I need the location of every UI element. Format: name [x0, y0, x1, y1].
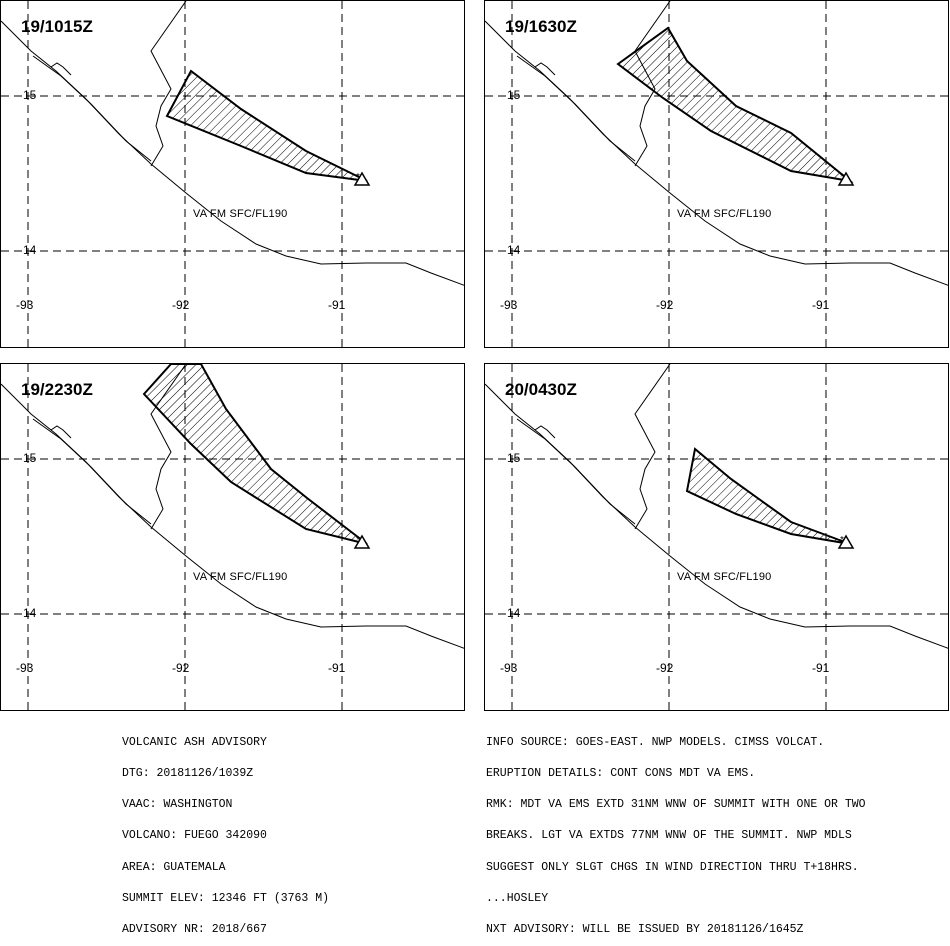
map-panel-1: * 19/1015Z VA FM SFC/FL190 15 14 -93 -92…	[0, 0, 465, 348]
advisory-line: VAAC: WASHINGTON	[122, 798, 233, 812]
lon-label-91: -91	[812, 661, 830, 675]
lon-label-93: -93	[16, 298, 34, 312]
map-graphic: *	[485, 1, 948, 347]
advisory-line: VOLCANO: FUEGO 342090	[122, 829, 267, 843]
map-graphic: *	[1, 364, 464, 710]
ash-cloud-area	[142, 364, 368, 545]
shore-detail	[50, 425, 72, 439]
volcano-marker: *	[356, 172, 360, 183]
coastline-shadow	[516, 418, 636, 525]
lon-label-91: -91	[812, 298, 830, 312]
map-graphic: *	[1, 1, 464, 347]
panel-time: 19/1015Z	[21, 17, 93, 36]
advisory-line: SUMMIT ELEV: 12346 FT (3763 M)	[122, 891, 330, 905]
volcano-triangle-icon	[353, 534, 371, 549]
coastline-shadow	[516, 55, 636, 162]
lon-label-92: -92	[656, 661, 674, 675]
advisory-line: VOLCANIC ASH ADVISORY	[122, 735, 267, 749]
shore-detail	[534, 62, 556, 76]
coastline	[485, 383, 948, 649]
advisory-line: SUGGEST ONLY SLGT CHGS IN WIND DIRECTION…	[486, 860, 859, 874]
shore-detail	[534, 425, 556, 439]
volcano-marker: *	[840, 535, 844, 546]
ash-level-label: VA FM SFC/FL190	[193, 208, 288, 220]
advisory-line: RMK: MDT VA EMS EXTD 31NM WNW OF SUMMIT …	[486, 798, 866, 812]
volcano-triangle-icon	[837, 171, 855, 186]
panel-time: 19/2230Z	[21, 380, 93, 399]
advisory-header-block: VOLCANIC ASH ADVISORY DTG: 20181126/1039…	[122, 717, 329, 946]
shore-detail	[50, 62, 72, 76]
advisory-line: DTG: 20181126/1039Z	[122, 767, 254, 781]
lon-label-92: -92	[172, 661, 190, 675]
advisory-line: BREAKS. LGT VA EXTDS 77NM WNW OF THE SUM…	[486, 829, 852, 843]
lon-label-91: -91	[328, 661, 346, 675]
map-panel-2: * 19/1630Z VA FM SFC/FL190 15 14 -93 -92…	[484, 0, 949, 348]
advisory-line: AREA: GUATEMALA	[122, 860, 226, 874]
ash-cloud-area	[616, 26, 854, 183]
coastline	[1, 20, 464, 286]
lat-label-15: 15	[23, 88, 37, 102]
volcano-triangle-icon	[353, 171, 371, 186]
coastline-shadow	[32, 55, 152, 162]
volcano-marker: *	[840, 172, 844, 183]
advisory-line: NXT ADVISORY: WILL BE ISSUED BY 20181126…	[486, 923, 804, 937]
panel-time: 20/0430Z	[505, 380, 577, 399]
country-border	[150, 1, 187, 167]
coastline	[485, 20, 948, 286]
map-panel-3: * 19/2230Z VA FM SFC/FL190 15 14 -93 -92…	[0, 363, 465, 711]
advisory-line: INFO SOURCE: GOES-EAST. NWP MODELS. CIMS…	[486, 735, 825, 749]
lat-label-14: 14	[507, 243, 521, 257]
lon-label-91: -91	[328, 298, 346, 312]
lat-label-15: 15	[507, 451, 521, 465]
ash-level-label: VA FM SFC/FL190	[677, 208, 772, 220]
ash-cloud-area	[685, 447, 851, 545]
ash-level-label: VA FM SFC/FL190	[193, 571, 288, 583]
advisory-line: ERUPTION DETAILS: CONT CONS MDT VA EMS.	[486, 767, 756, 781]
ash-level-label: VA FM SFC/FL190	[677, 571, 772, 583]
lat-label-15: 15	[507, 88, 521, 102]
country-border	[150, 364, 187, 530]
advisory-line: ADVISORY NR: 2018/667	[122, 923, 267, 937]
map-panel-4: * 20/0430Z VA FM SFC/FL190 15 14 -93 -92…	[484, 363, 949, 711]
lat-label-14: 14	[507, 606, 521, 620]
volcano-marker: *	[356, 535, 360, 546]
lon-label-93: -93	[500, 298, 518, 312]
ash-cloud-area	[165, 69, 368, 182]
advisory-remarks-block: INFO SOURCE: GOES-EAST. NWP MODELS. CIMS…	[486, 717, 866, 946]
lon-label-93: -93	[500, 661, 518, 675]
panel-time: 19/1630Z	[505, 17, 577, 36]
country-border	[634, 364, 671, 530]
coastline-shadow	[32, 418, 152, 525]
advisory-line: ...HOSLEY	[486, 891, 549, 905]
lon-label-92: -92	[656, 298, 674, 312]
lon-label-92: -92	[172, 298, 190, 312]
lat-label-14: 14	[23, 243, 37, 257]
volcano-triangle-icon	[837, 534, 855, 549]
map-graphic: *	[485, 364, 948, 710]
lat-label-14: 14	[23, 606, 37, 620]
lat-label-15: 15	[23, 451, 37, 465]
lon-label-93: -93	[16, 661, 34, 675]
